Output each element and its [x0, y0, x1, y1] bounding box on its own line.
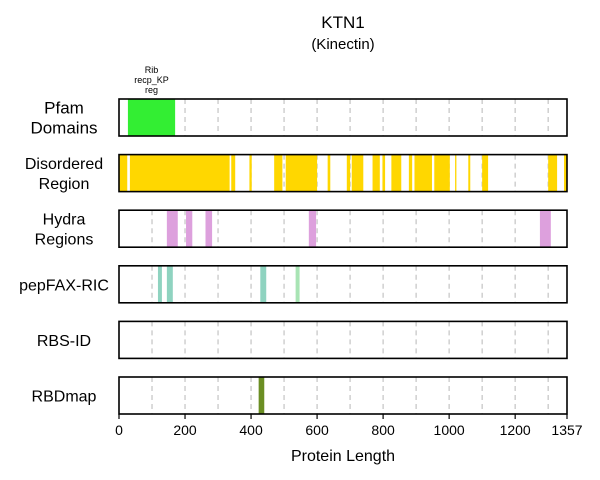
track-label: Domains	[30, 119, 97, 138]
disordered-region-feature-3	[249, 154, 252, 192]
track-pepfax-ric: pepFAX-RIC	[19, 264, 568, 304]
hydra-regions-feature-1	[186, 210, 193, 248]
pfam-domains-feature-0	[127, 99, 176, 136]
track-rbdmap: RBDmap	[32, 376, 568, 415]
pepfax-ric-feature-0	[157, 265, 162, 303]
chart-subtitle: (Kinectin)	[311, 36, 374, 53]
x-tick-label: 1357	[551, 422, 582, 438]
disordered-region-feature-9	[372, 154, 380, 192]
track-label: RBS-ID	[37, 333, 91, 350]
pepfax-ric-feature-2	[260, 265, 267, 303]
disordered-region-feature-12	[408, 154, 413, 192]
disordered-region-feature-8	[351, 154, 364, 192]
domain-label-line: recp_KP	[134, 75, 169, 85]
track-label: Pfam	[44, 99, 84, 118]
track-rbs-id: RBS-ID	[37, 320, 568, 360]
disordered-region-feature-17	[482, 154, 489, 192]
disordered-region-feature-13	[414, 154, 432, 192]
chart-title: KTN1	[321, 13, 364, 32]
x-axis-title: Protein Length	[291, 448, 395, 465]
disordered-region-feature-18	[548, 154, 558, 192]
x-axis: 0 200 400 600 800 1000 1200 1357	[115, 414, 583, 438]
hydra-regions-feature-2	[205, 210, 213, 248]
x-tick-label: 0	[115, 422, 123, 438]
disordered-region-feature-4	[274, 154, 283, 192]
hydra-regions-feature-4	[539, 210, 551, 248]
disordered-region-feature-6	[327, 154, 331, 192]
disordered-region-feature-11	[391, 154, 402, 192]
hydra-regions-feature-0	[166, 210, 178, 248]
hydra-regions-feature-3	[308, 210, 317, 248]
track-frame	[118, 209, 568, 248]
pepfax-ric-feature-1	[166, 265, 173, 303]
track-label: Regions	[35, 232, 94, 249]
disordered-region-feature-10	[382, 154, 386, 192]
x-tick-label: 1200	[500, 422, 531, 438]
track-label: pepFAX-RIC	[19, 277, 109, 294]
disordered-region-feature-5	[285, 154, 318, 192]
disordered-region-feature-0	[119, 154, 128, 192]
track-label: Disordered	[25, 156, 103, 173]
track-frame	[118, 376, 568, 415]
track-frame	[118, 320, 568, 360]
disordered-region-feature-16	[468, 154, 471, 192]
track-label: Hydra	[43, 212, 86, 229]
disordered-region-feature-7	[346, 154, 351, 192]
track-label: RBDmap	[32, 389, 97, 406]
x-tick-label: 800	[371, 422, 395, 438]
track-frame	[118, 98, 568, 137]
x-tick-label: 600	[305, 422, 329, 438]
track-label: Region	[39, 176, 90, 193]
rbdmap-feature-0	[258, 377, 265, 414]
track-hydra-regions: Hydra Regions	[35, 209, 568, 249]
x-tick-label: 1000	[434, 422, 465, 438]
pepfax-ric-feature-3	[295, 265, 300, 303]
disordered-region-feature-2	[231, 154, 236, 192]
disordered-region-feature-14	[434, 154, 450, 192]
track-frame	[118, 264, 568, 304]
track-disordered-region: Disordered Region	[25, 153, 568, 193]
track-frame	[118, 153, 568, 193]
domain-label-line: Rib	[145, 65, 159, 75]
disordered-region-feature-19	[564, 154, 567, 192]
domain-label-line: reg	[145, 85, 158, 95]
disordered-region-feature-1	[129, 154, 230, 192]
disordered-region-feature-15	[455, 154, 457, 192]
x-tick-label: 400	[239, 422, 263, 438]
x-tick-label: 200	[173, 422, 197, 438]
